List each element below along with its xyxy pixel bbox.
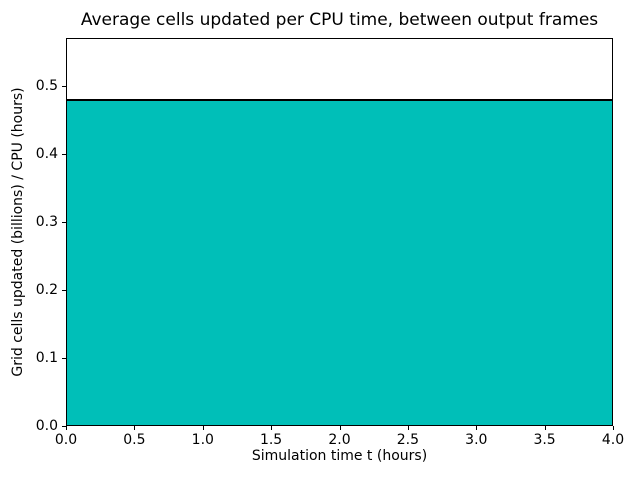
y-tick-mark [62,154,66,156]
area-series-fill [67,98,612,425]
y-tick-mark [62,222,66,224]
x-tick-mark [202,426,204,430]
x-tick-mark [66,426,67,430]
x-axis-label: Simulation time t (hours) [251,448,428,464]
x-tick-mark [339,426,341,430]
x-tick-label: 0.0 [54,432,78,448]
y-tick-label: 0.1 [35,350,58,366]
x-tick-label: 1.0 [191,432,214,448]
x-tick-label: 1.5 [259,432,283,448]
y-tick-label: 0.3 [35,214,58,231]
y-tick-label: 0.5 [35,78,58,95]
y-tick-mark [62,290,66,292]
y-tick-mark [62,426,66,427]
y-tick-label: 0.0 [35,418,58,434]
y-tick-label: 0.2 [35,282,58,299]
x-tick-label: 4.0 [601,432,625,448]
x-tick-mark [134,426,136,430]
x-tick-label: 2.0 [328,432,351,448]
x-tick-label: 0.5 [123,432,146,448]
plot-area [66,38,613,426]
x-tick-mark [407,426,409,430]
x-tick-label: 3.5 [533,432,556,448]
x-tick-label: 3.0 [465,432,488,448]
x-tick-mark [613,426,614,430]
y-axis-label: Grid cells updated (billions) / CPU (hou… [10,87,26,377]
x-tick-mark [271,426,273,430]
chart-title: Average cells updated per CPU time, betw… [80,10,599,30]
x-tick-label: 2.5 [396,432,420,448]
y-tick-mark [62,86,66,88]
y-tick-mark [62,358,66,359]
y-tick-label: 0.4 [35,146,58,163]
x-tick-mark [544,426,546,430]
x-tick-mark [476,426,478,430]
